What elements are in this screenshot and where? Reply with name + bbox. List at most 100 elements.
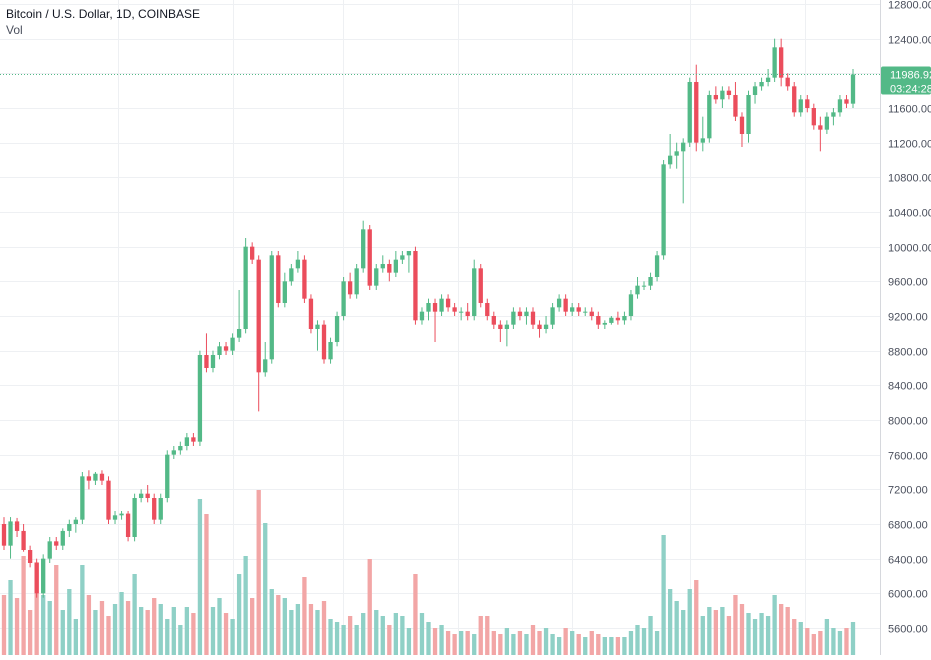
candle[interactable]: [419, 307, 425, 325]
candle[interactable]: [276, 251, 281, 308]
candle[interactable]: [792, 82, 797, 117]
candle[interactable]: [393, 251, 399, 277]
candle[interactable]: [622, 311, 627, 325]
candle[interactable]: [720, 86, 725, 108]
candle[interactable]: [8, 517, 13, 559]
candle[interactable]: [191, 433, 196, 446]
candle[interactable]: [831, 108, 836, 126]
candle[interactable]: [798, 95, 803, 117]
candle[interactable]: [158, 493, 163, 524]
candle[interactable]: [41, 554, 46, 598]
candle[interactable]: [243, 238, 248, 334]
candle[interactable]: [14, 517, 20, 537]
candle[interactable]: [661, 160, 666, 260]
candle[interactable]: [439, 294, 444, 316]
candle[interactable]: [537, 320, 542, 338]
candle[interactable]: [824, 112, 830, 134]
candle[interactable]: [432, 298, 438, 342]
candle[interactable]: [269, 251, 274, 364]
candle[interactable]: [210, 350, 216, 373]
candle[interactable]: [641, 281, 647, 290]
candle[interactable]: [34, 558, 39, 598]
candle[interactable]: [726, 86, 732, 100]
candle[interactable]: [445, 294, 451, 312]
candle[interactable]: [759, 77, 764, 91]
candle[interactable]: [178, 441, 183, 455]
candle[interactable]: [400, 251, 405, 264]
candle[interactable]: [347, 272, 353, 299]
candle[interactable]: [628, 290, 634, 321]
candle[interactable]: [302, 255, 307, 303]
symbol-title[interactable]: Bitcoin / U.S. Dollar, 1D, COINBASE: [6, 7, 201, 21]
candle[interactable]: [811, 103, 816, 130]
candle[interactable]: [635, 277, 640, 299]
candle[interactable]: [413, 246, 418, 325]
volume-legend[interactable]: Vol: [6, 23, 23, 37]
candle[interactable]: [152, 493, 157, 524]
candle[interactable]: [707, 90, 712, 143]
candle[interactable]: [818, 116, 823, 152]
candle[interactable]: [308, 294, 314, 334]
candle[interactable]: [289, 264, 294, 286]
candle[interactable]: [517, 307, 523, 321]
candle[interactable]: [458, 307, 464, 321]
candle[interactable]: [785, 73, 790, 91]
candle[interactable]: [583, 307, 588, 316]
candle[interactable]: [21, 524, 26, 552]
candle[interactable]: [733, 82, 738, 121]
candle[interactable]: [615, 311, 621, 325]
candle[interactable]: [119, 511, 124, 520]
candle[interactable]: [746, 90, 751, 143]
candle[interactable]: [667, 134, 673, 169]
candle[interactable]: [485, 298, 490, 321]
candle[interactable]: [1, 517, 7, 550]
candle[interactable]: [700, 116, 705, 152]
candle[interactable]: [171, 446, 176, 459]
candle[interactable]: [334, 311, 340, 347]
candle[interactable]: [504, 320, 510, 347]
candle[interactable]: [563, 294, 568, 316]
candle[interactable]: [184, 433, 190, 451]
candle[interactable]: [250, 242, 255, 264]
candle[interactable]: [687, 77, 692, 147]
candle[interactable]: [406, 251, 412, 273]
candle[interactable]: [752, 82, 758, 104]
candle[interactable]: [530, 307, 536, 329]
candle[interactable]: [694, 64, 699, 152]
candle[interactable]: [739, 112, 745, 147]
candle[interactable]: [204, 333, 209, 373]
candle[interactable]: [674, 142, 679, 169]
candle[interactable]: [106, 476, 111, 524]
candle[interactable]: [138, 489, 144, 503]
candle[interactable]: [60, 528, 65, 550]
candle[interactable]: [576, 303, 581, 316]
price-axis[interactable]: 5600.00 6000.00 6400.00 6800.00 7200.00 7600.…: [888, 0, 931, 636]
candle[interactable]: [850, 69, 856, 108]
candle[interactable]: [27, 545, 33, 568]
candle[interactable]: [315, 320, 320, 351]
candle[interactable]: [387, 259, 392, 282]
candle[interactable]: [217, 342, 222, 360]
candle[interactable]: [550, 303, 555, 329]
candle[interactable]: [93, 472, 98, 485]
candle[interactable]: [511, 307, 516, 329]
candle[interactable]: [367, 225, 372, 290]
candle[interactable]: [132, 493, 137, 542]
candle[interactable]: [524, 307, 529, 325]
candle[interactable]: [472, 259, 477, 321]
candle[interactable]: [47, 537, 52, 563]
candle[interactable]: [805, 95, 810, 113]
candle[interactable]: [256, 255, 261, 412]
candle[interactable]: [354, 264, 359, 299]
candle[interactable]: [543, 316, 549, 334]
candle[interactable]: [165, 450, 170, 503]
candle[interactable]: [765, 69, 771, 87]
candle[interactable]: [596, 311, 601, 329]
candle[interactable]: [99, 470, 105, 485]
candle[interactable]: [223, 342, 229, 355]
candle[interactable]: [491, 311, 496, 329]
candle[interactable]: [570, 303, 575, 316]
candle[interactable]: [837, 95, 843, 117]
candle[interactable]: [73, 517, 78, 533]
candle[interactable]: [80, 472, 85, 524]
